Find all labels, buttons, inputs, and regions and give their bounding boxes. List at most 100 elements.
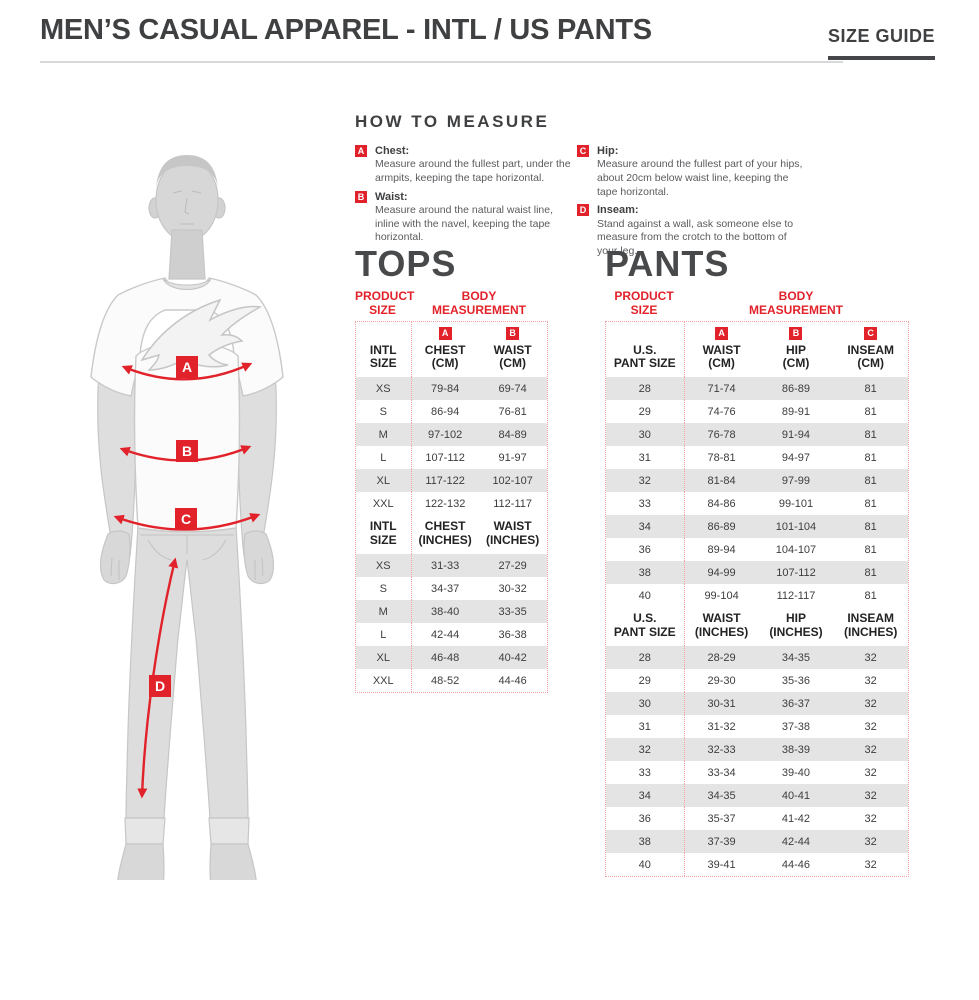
- table-cell: 30-32: [498, 582, 527, 595]
- table-cell: 30: [606, 423, 685, 447]
- table-cell: 34-37: [431, 582, 460, 595]
- product-size-label: PRODUCT SIZE: [355, 289, 415, 317]
- marker-badge-b: B: [176, 440, 198, 462]
- table-cell: 94-99: [684, 561, 759, 585]
- measure-item-description: Measure around the fullest part, under t…: [375, 158, 571, 184]
- table-cell: 76-78: [684, 423, 759, 447]
- table-row: S 34-37 30-32: [356, 577, 547, 601]
- table-cell: 38: [606, 561, 685, 585]
- measure-item-description: Measure around the natural waist line, i…: [375, 203, 554, 244]
- table-row: 32 32-33 38-39 32: [606, 738, 908, 762]
- svg-text:A: A: [182, 359, 192, 375]
- table-row: M 97-102 84-89: [356, 423, 547, 447]
- measurement-figure: A B C D: [30, 130, 330, 902]
- table-cell: 112-117: [776, 589, 816, 602]
- table-cell: 29-30: [707, 674, 736, 687]
- table-cell: 99-101: [778, 497, 814, 510]
- table-cell: 33: [606, 492, 685, 516]
- table-cell: 34-35: [758, 646, 834, 670]
- table-cell: 35-37: [707, 812, 736, 825]
- table-row: 29 74-76 89-91 81: [606, 400, 908, 424]
- table-row: L 42-44 36-38: [356, 623, 547, 647]
- table-cell: 112-117: [493, 497, 532, 510]
- page-title: MEN’S CASUAL APPAREL - INTL / US PANTS: [40, 14, 652, 46]
- pants-table-caption: PRODUCT SIZE BODY MEASUREMENT: [605, 289, 909, 318]
- table-cell: 40-41: [758, 784, 834, 808]
- table-cell: 37-39: [684, 830, 759, 854]
- table-cell: 81: [833, 515, 908, 539]
- table-cell: 81-84: [684, 469, 759, 493]
- table-row: 40 99-104 112-117 81: [606, 584, 908, 608]
- table-cell: L: [356, 623, 412, 647]
- pants-cm-header-row: U.S. PANT SIZE A WAIST (CM) B HIP (CM) C IN…: [606, 321, 908, 378]
- table-cell: XS: [356, 377, 412, 401]
- table-cell: 38: [606, 830, 685, 854]
- measure-item-label: Chest:: [375, 145, 410, 157]
- table-row: 31 78-81 94-97 81: [606, 446, 908, 470]
- size-column-header: U.S. PANT SIZE: [606, 321, 685, 378]
- table-row: 36 89-94 104-107 81: [606, 538, 908, 562]
- measure-item-waist: B Waist: Measure around the natural wais…: [355, 190, 571, 245]
- tops-inches-table: INTL SIZE CHEST (INCHES) WAIST (INCHES) …: [356, 515, 547, 693]
- table-cell: 34: [606, 784, 685, 808]
- table-cell: 40-42: [478, 646, 547, 670]
- table-cell: 97-102: [411, 423, 479, 447]
- table-cell: 30: [606, 692, 685, 716]
- table-cell: 30-31: [684, 692, 759, 716]
- table-cell: 44-46: [498, 674, 527, 687]
- table-cell: 97-99: [758, 469, 834, 493]
- table-cell: 31: [606, 715, 685, 739]
- body-figure-illustration: A B C D: [90, 155, 284, 902]
- table-cell: 38-39: [758, 738, 834, 762]
- pants-section: PANTS PRODUCT SIZE BODY MEASUREMENT U.S.…: [605, 243, 909, 878]
- tab-size-guide[interactable]: SIZE GUIDE: [827, 26, 935, 60]
- table-cell: 31-33: [411, 554, 479, 578]
- marker-badge-b: B: [355, 190, 367, 203]
- table-cell: 122-132: [424, 497, 466, 510]
- table-row: 31 31-32 37-38 32: [606, 715, 908, 739]
- table-cell: 40: [606, 853, 685, 877]
- hip-cm-column-header: B HIP (CM): [782, 326, 810, 371]
- table-row: 34 86-89 101-104 81: [606, 515, 908, 539]
- table-cell: 81: [864, 497, 877, 510]
- figure-head: [148, 155, 226, 280]
- table-cell: 29: [606, 400, 685, 424]
- table-row: 33 33-34 39-40 32: [606, 761, 908, 785]
- tops-size-table: INTL SIZE A CHEST (CM) B WAIST (CM) XS 79-8…: [355, 320, 548, 694]
- svg-text:D: D: [155, 678, 165, 694]
- table-cell: 46-48: [411, 646, 479, 670]
- figure-tshirt: [90, 277, 284, 533]
- table-cell: 37-38: [781, 720, 811, 733]
- table-row: 28 71-74 86-89 81: [606, 377, 908, 401]
- table-row: 38 37-39 42-44 32: [606, 830, 908, 854]
- table-row: L 107-112 91-97: [356, 446, 547, 470]
- inseam-cm-column-header: C INSEAM (CM): [847, 326, 894, 371]
- pants-title: PANTS: [605, 243, 730, 284]
- measure-item-chest: A Chest: Measure around the fullest part…: [355, 144, 571, 186]
- tops-cm-table: INTL SIZE A CHEST (CM) B WAIST (CM) XS 79-8…: [356, 321, 547, 516]
- table-cell: 32: [606, 738, 685, 762]
- table-cell: L: [356, 446, 412, 470]
- table-cell: 42-44: [758, 830, 834, 854]
- tops-cm-header-row: INTL SIZE A CHEST (CM) B WAIST (CM): [356, 321, 547, 378]
- table-cell: 32-33: [684, 738, 759, 762]
- table-cell: 35-36: [781, 674, 811, 687]
- tops-inches-header-row: INTL SIZE CHEST (INCHES) WAIST (INCHES): [356, 515, 547, 555]
- table-cell: 28-29: [684, 646, 759, 670]
- table-row: 34 34-35 40-41 32: [606, 784, 908, 808]
- table-cell: 101-104: [758, 515, 834, 539]
- table-cell: M: [356, 600, 412, 624]
- measure-item-description: Stand against a wall, ask someone else t…: [597, 217, 794, 257]
- table-row: 36 35-37 41-42 32: [606, 807, 908, 831]
- marker-badge-c: C: [864, 326, 878, 340]
- table-row: XXL 48-52 44-46: [356, 669, 547, 693]
- table-row: 29 29-30 35-36 32: [606, 669, 908, 693]
- table-row: 30 30-31 36-37 32: [606, 692, 908, 716]
- table-cell: S: [356, 577, 412, 601]
- tops-table-caption: PRODUCT SIZE BODY MEASUREMENT: [355, 289, 548, 318]
- table-row: 33 84-86 99-101 81: [606, 492, 908, 516]
- pants-size-table: U.S. PANT SIZE A WAIST (CM) B HIP (CM) C IN…: [605, 320, 909, 878]
- measure-item-label: Waist:: [375, 190, 408, 203]
- waist-cm-column-header: B WAIST (CM): [493, 326, 532, 371]
- table-cell: 32: [606, 469, 685, 493]
